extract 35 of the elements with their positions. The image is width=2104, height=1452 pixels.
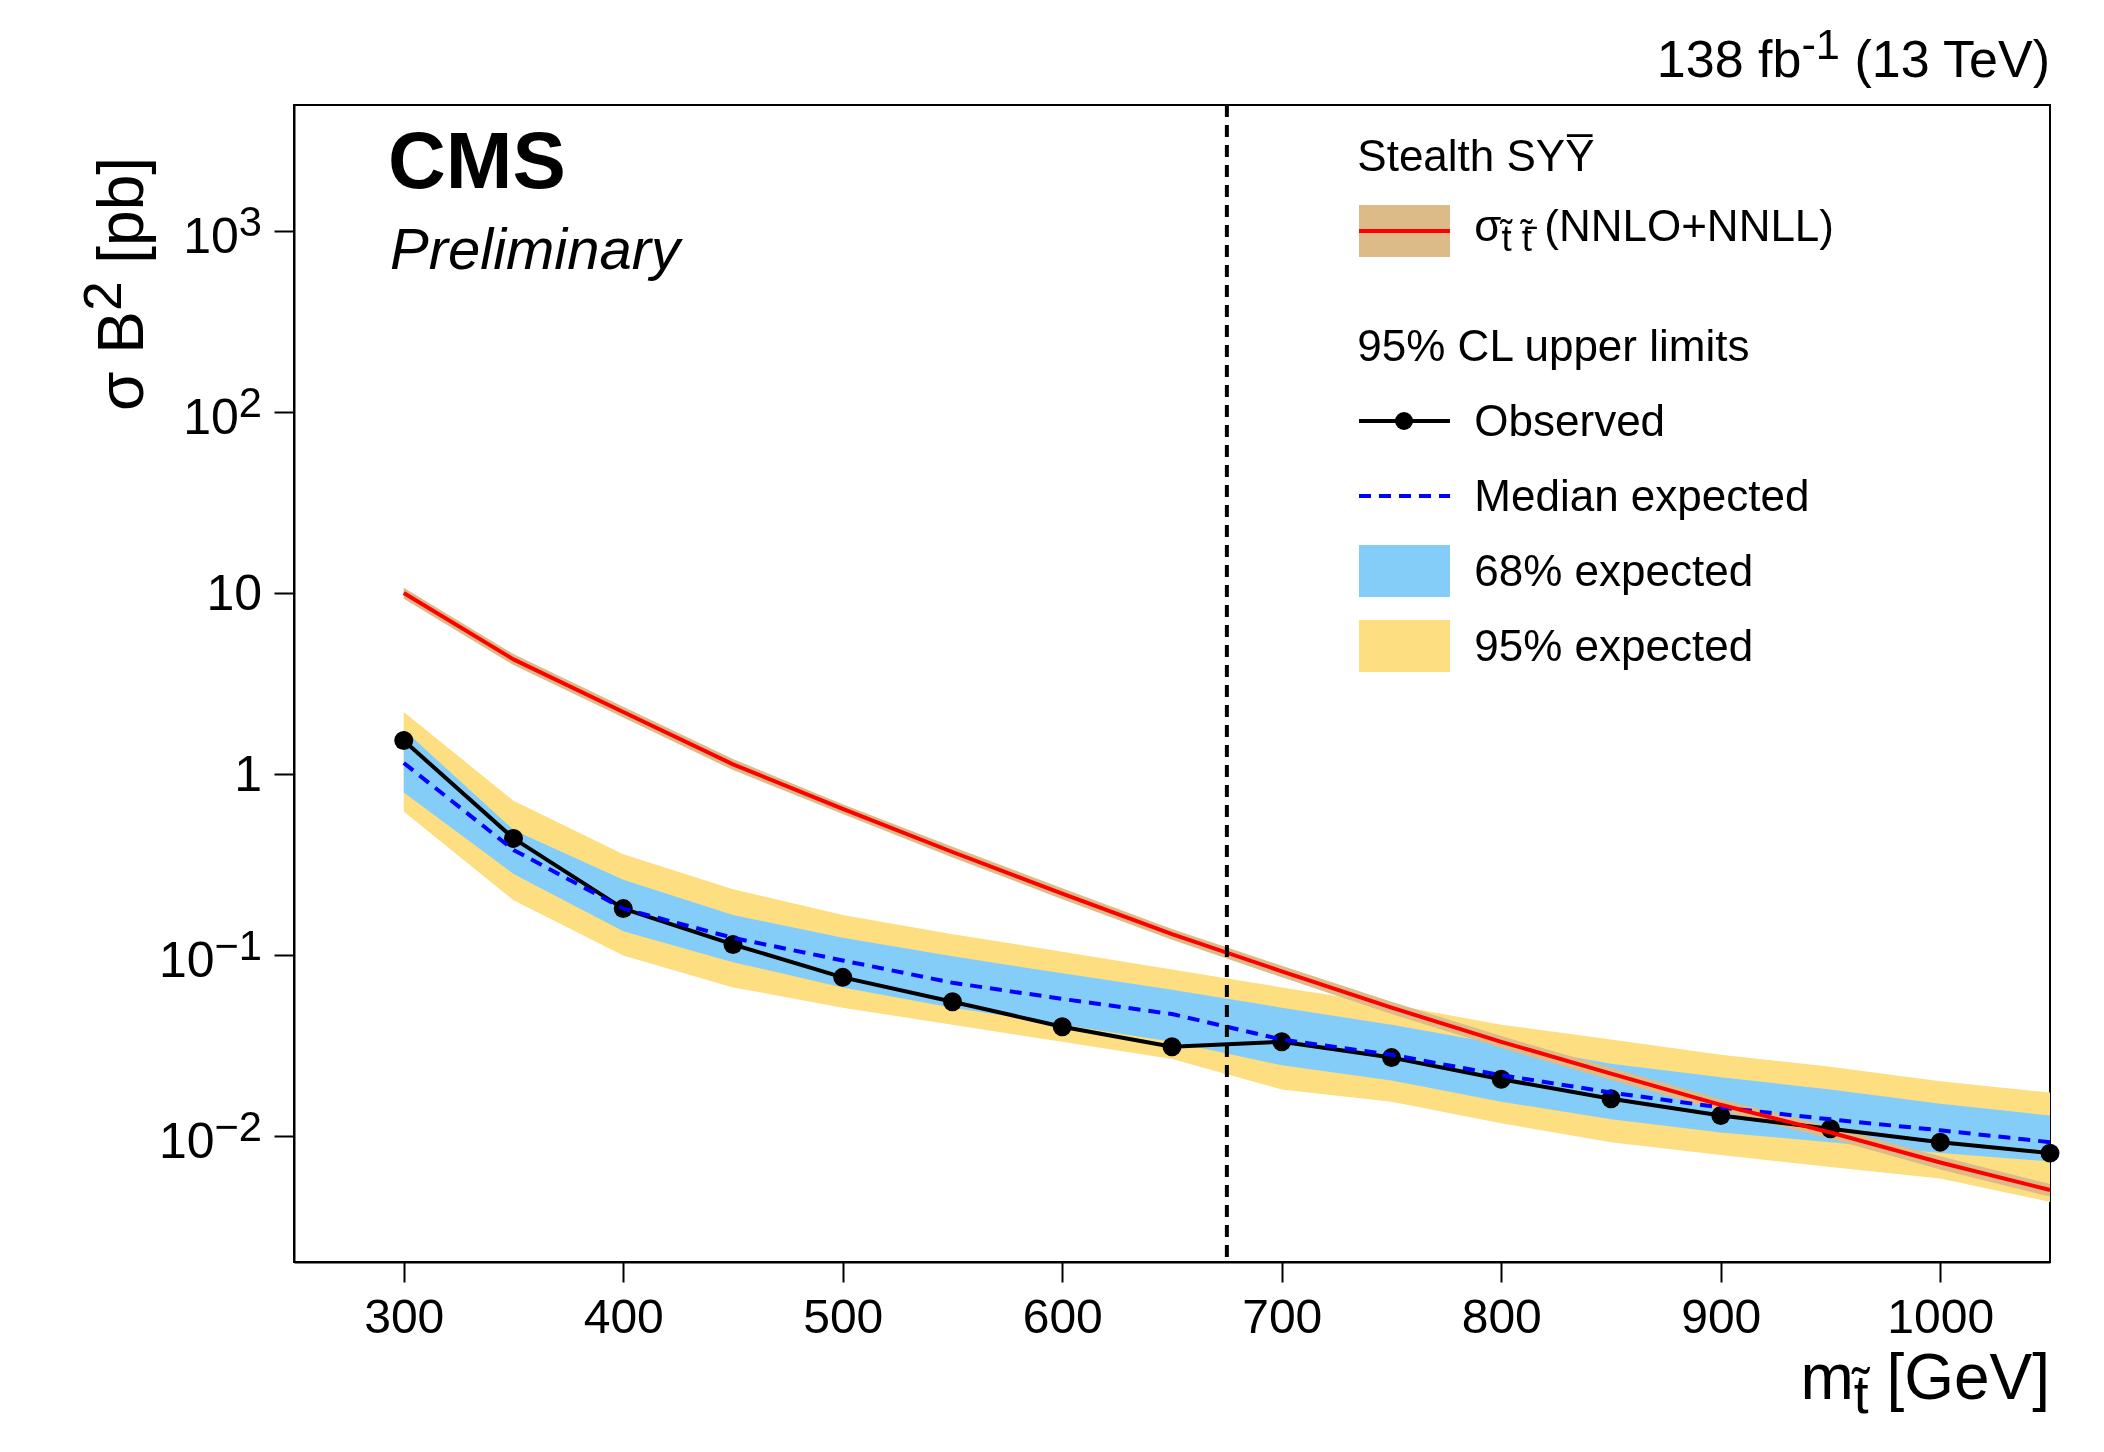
annotation: Preliminary (390, 215, 681, 282)
annotation: 95% CL upper limits (1357, 319, 1751, 372)
x-tick-label: 700 (1242, 1289, 1323, 1343)
x-tick-label: 900 (1681, 1289, 1762, 1343)
chart-subtitle: 138 fb$^{-1}$ (13 TeV) (1656, 20, 2050, 90)
legend-label: σ$_{t̃ t̃̄}$ (NNLO+NNLL) (1474, 201, 1834, 260)
x-tick-label: 600 (1022, 1289, 1103, 1343)
point (943, 992, 962, 1012)
x-tick-label: 400 (583, 1289, 664, 1343)
legend-label: Observed (1474, 395, 1666, 446)
legend-label: 68% expected (1474, 545, 1754, 596)
legend-label: 95% expected (1474, 620, 1754, 671)
point (394, 731, 414, 750)
x-tick-label: 500 (803, 1289, 884, 1343)
y-tick-label: 10 (206, 565, 262, 622)
x-tick-label: 800 (1461, 1289, 1542, 1343)
point (833, 967, 853, 987)
point (1711, 1106, 1731, 1126)
legend-title: Stealth SYY̅ (1357, 129, 1596, 182)
y-tick-label: 10$^{−1}$ (158, 921, 262, 989)
y-tick-label: 1 (234, 745, 262, 802)
legend-label: Median expected (1474, 470, 1810, 521)
point (1162, 1037, 1182, 1057)
y-tick-label: 10$^{2}$ (183, 378, 262, 446)
x-tick-label: 1000 (1887, 1289, 1995, 1343)
y-tick-label: 10$^{3}$ (183, 198, 262, 265)
point (1052, 1017, 1072, 1037)
point (504, 828, 523, 848)
point (723, 935, 743, 954)
x-axis-title: m$_{t̃}$ [GeV] (1800, 1340, 2050, 1425)
x-tick-label: 300 (364, 1289, 445, 1343)
point (1930, 1132, 1950, 1152)
point (2040, 1143, 2060, 1163)
y-tick-label: 10$^{−2}$ (158, 1102, 262, 1169)
annotation: CMS (388, 115, 566, 207)
